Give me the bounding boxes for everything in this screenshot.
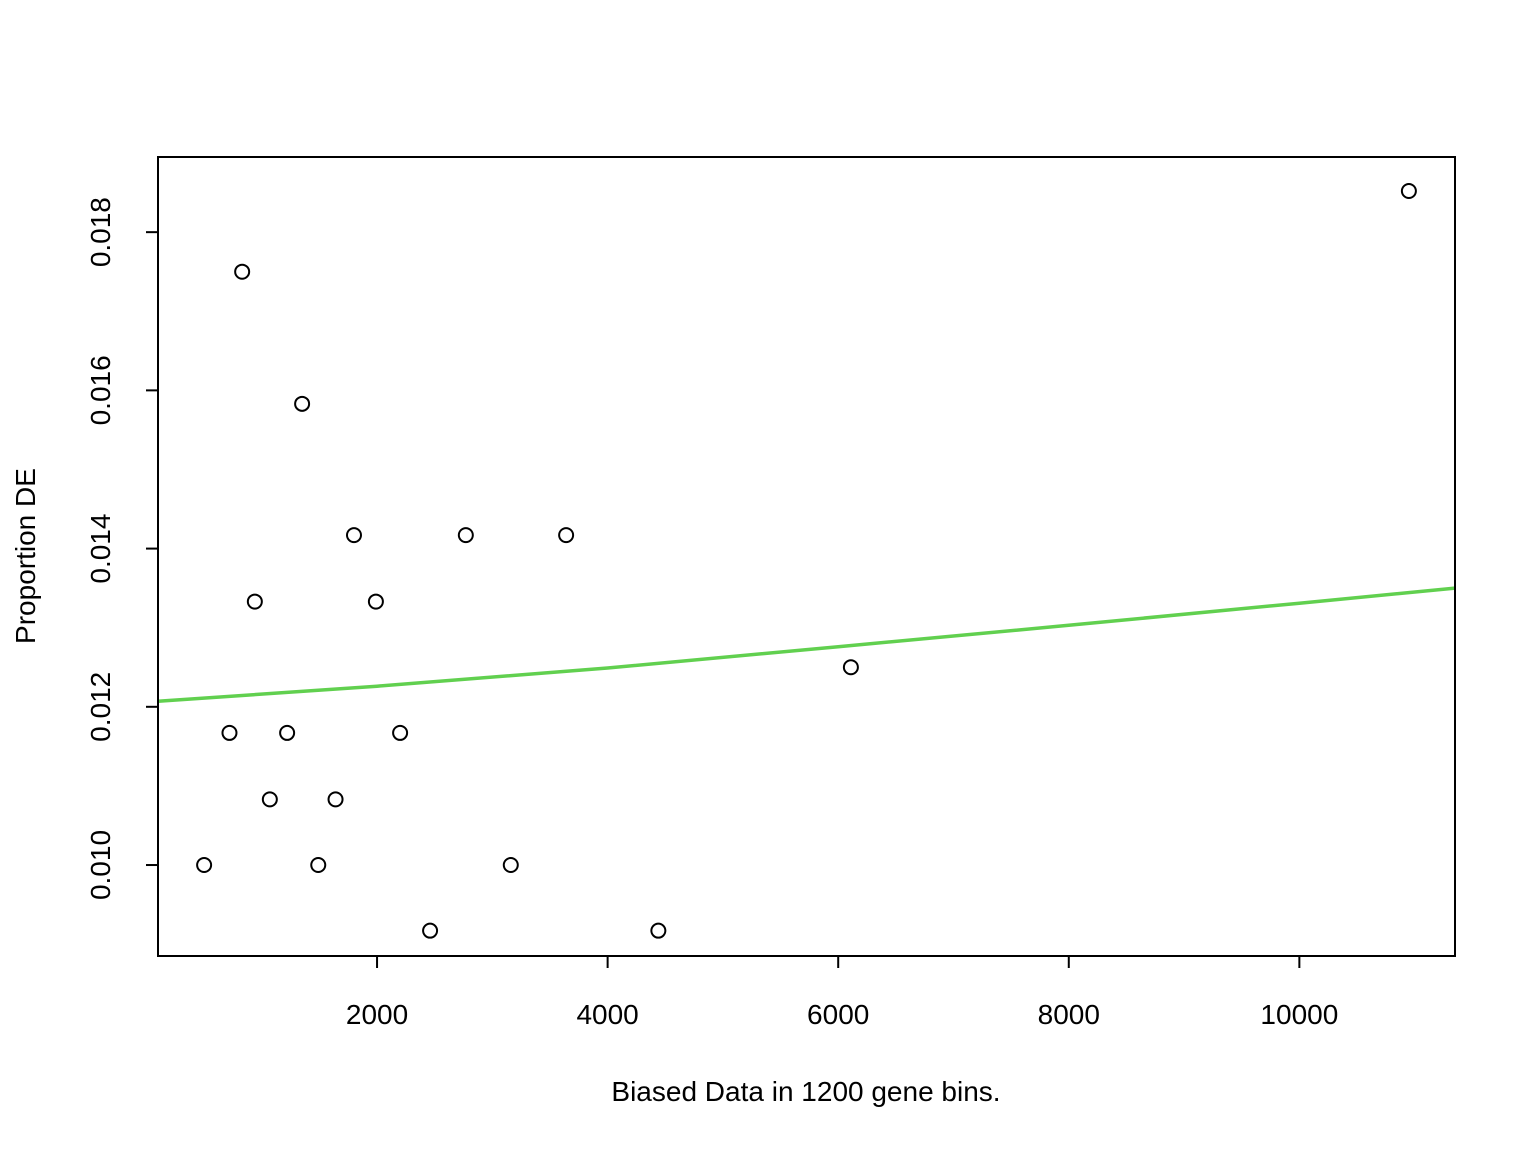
data-point	[327, 791, 344, 808]
x-tick-label: 2000	[346, 999, 408, 1030]
x-tick-label: 8000	[1038, 999, 1100, 1030]
y-tick-label: 0.010	[85, 830, 116, 900]
data-point	[345, 527, 362, 544]
data-point	[457, 527, 474, 544]
data-point	[1400, 183, 1417, 200]
points-layer	[196, 183, 1417, 939]
data-point	[367, 593, 384, 610]
data-point	[261, 791, 278, 808]
x-axis-label: Biased Data in 1200 gene bins.	[611, 1076, 1000, 1107]
y-axis: 0.010 0.012 0.014 0.016 0.018	[85, 197, 159, 900]
data-point	[221, 724, 238, 741]
x-axis: 2000 4000 6000 8000 10000	[346, 955, 1338, 1030]
data-point	[842, 659, 859, 676]
y-tick-label: 0.016	[85, 355, 116, 425]
data-point	[392, 724, 409, 741]
plot-frame	[157, 156, 1456, 957]
fit-line	[157, 586, 1456, 704]
x-tick-label: 10000	[1260, 999, 1338, 1030]
x-tick-label: 6000	[807, 999, 869, 1030]
y-tick-label: 0.014	[85, 514, 116, 584]
x-tick-label: 4000	[576, 999, 638, 1030]
y-axis-label: Proportion DE	[10, 468, 41, 644]
data-point	[294, 395, 311, 412]
data-point	[196, 857, 213, 874]
y-tick-label: 0.018	[85, 197, 116, 267]
data-point	[558, 527, 575, 544]
data-point	[310, 857, 327, 874]
data-point	[234, 263, 251, 280]
data-point	[650, 922, 667, 939]
data-point	[502, 857, 519, 874]
data-point	[246, 593, 263, 610]
y-tick-label: 0.012	[85, 672, 116, 742]
data-point	[422, 922, 439, 939]
data-point	[279, 724, 296, 741]
